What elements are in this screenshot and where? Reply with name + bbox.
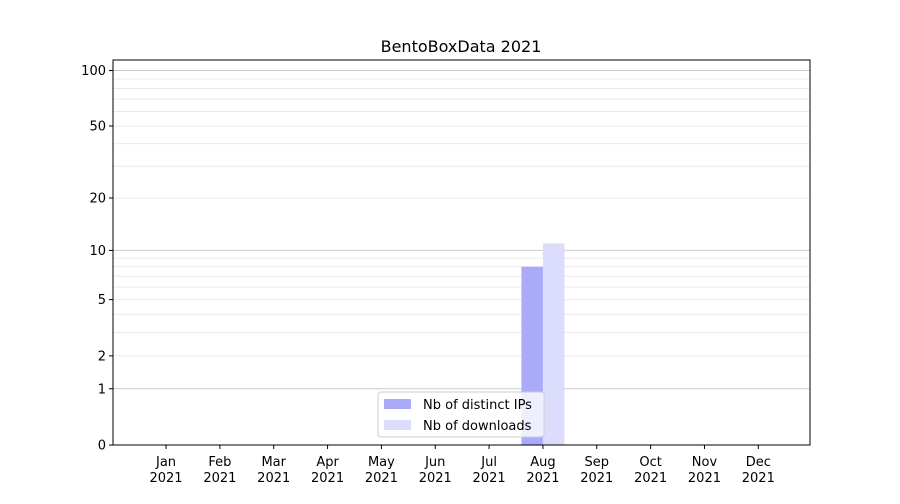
- y-tick-label: 5: [98, 293, 106, 308]
- x-tick-label: Oct: [639, 455, 661, 470]
- y-tick-label: 1: [98, 382, 106, 397]
- x-tick-label: 2021: [365, 471, 398, 486]
- x-tick-label: 2021: [203, 471, 236, 486]
- legend-swatch: [384, 420, 411, 430]
- y-tick-label: 2: [98, 349, 106, 364]
- legend-label: Nb of downloads: [423, 419, 532, 434]
- legend-box: [377, 391, 545, 438]
- x-tick-label: 2021: [580, 471, 613, 486]
- x-tick-label: 2021: [311, 471, 344, 486]
- x-tick-label: Jun: [424, 455, 445, 470]
- x-tick-label: Aug: [530, 455, 555, 470]
- legend-label: Nb of distinct IPs: [423, 398, 532, 413]
- x-tick-label: 2021: [257, 471, 290, 486]
- x-tick-label: 2021: [526, 471, 559, 486]
- x-tick-label: 2021: [473, 471, 506, 486]
- x-tick-label: 2021: [742, 471, 775, 486]
- chart-title: BentoBoxData 2021: [381, 37, 542, 56]
- legend-swatch: [384, 399, 411, 409]
- x-tick-label: May: [368, 455, 395, 470]
- x-tick-label: 2021: [634, 471, 667, 486]
- x-tick-label: Mar: [261, 455, 286, 470]
- x-tick-label: Feb: [208, 455, 231, 470]
- bar-downloads: [542, 243, 565, 445]
- y-tick-label: 100: [81, 64, 106, 79]
- x-tick-label: Apr: [316, 455, 339, 470]
- x-tick-label: 2021: [688, 471, 721, 486]
- x-tick-label: Dec: [746, 455, 771, 470]
- y-tick-label: 0: [98, 439, 106, 454]
- x-tick-label: Jul: [480, 455, 497, 470]
- y-tick-label: 50: [89, 119, 106, 134]
- x-tick-label: 2021: [419, 471, 452, 486]
- plot-frame: [112, 59, 811, 446]
- x-tick-label: 2021: [149, 471, 182, 486]
- x-tick-label: Nov: [692, 455, 718, 470]
- y-tick-label: 10: [89, 244, 106, 259]
- y-tick-label: 20: [89, 191, 106, 206]
- x-tick-label: Sep: [585, 455, 610, 470]
- x-tick-label: Jan: [155, 455, 176, 470]
